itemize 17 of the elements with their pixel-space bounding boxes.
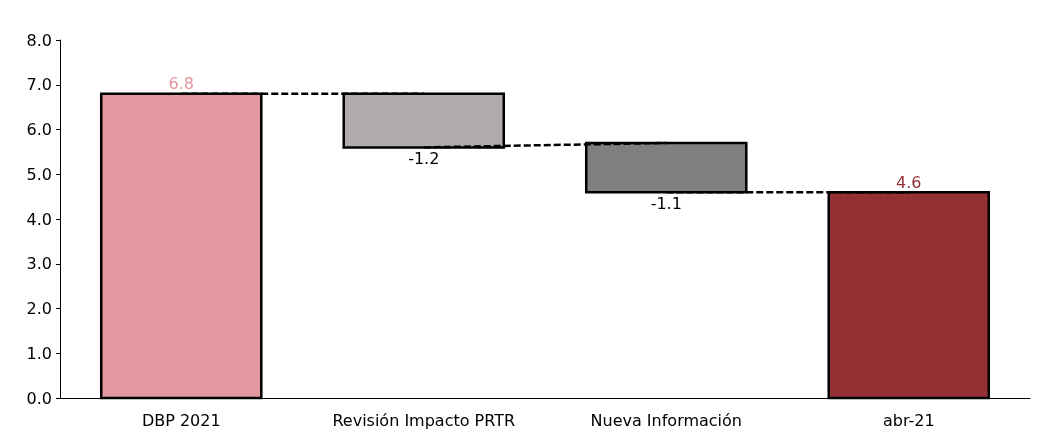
x-tick-label: Revisión Impacto PRTR — [332, 410, 516, 430]
data-label: -1.1 — [650, 193, 682, 213]
y-tick-label: 8.0 — [26, 30, 52, 50]
y-tick-label: 6.0 — [26, 120, 52, 139]
data-label: 6.8 — [168, 74, 194, 94]
x-tick-label: abr-21 — [882, 410, 935, 430]
y-tick-label: 3.0 — [26, 254, 52, 274]
data-label: -1.2 — [408, 148, 440, 168]
data-label: 4.6 — [896, 172, 922, 192]
x-tick-label: Nueva Información — [590, 410, 742, 430]
y-tick-label: 2.0 — [26, 299, 52, 318]
y-tick-label: 5.0 — [26, 164, 52, 184]
y-tick-label: 1.0 — [26, 343, 52, 363]
y-tick-label: 4.0 — [26, 209, 52, 229]
y-tick-label: 7.0 — [26, 75, 52, 95]
y-tick-label: 0.0 — [26, 388, 52, 408]
x-tick-label: DBP 2021 — [141, 410, 221, 430]
